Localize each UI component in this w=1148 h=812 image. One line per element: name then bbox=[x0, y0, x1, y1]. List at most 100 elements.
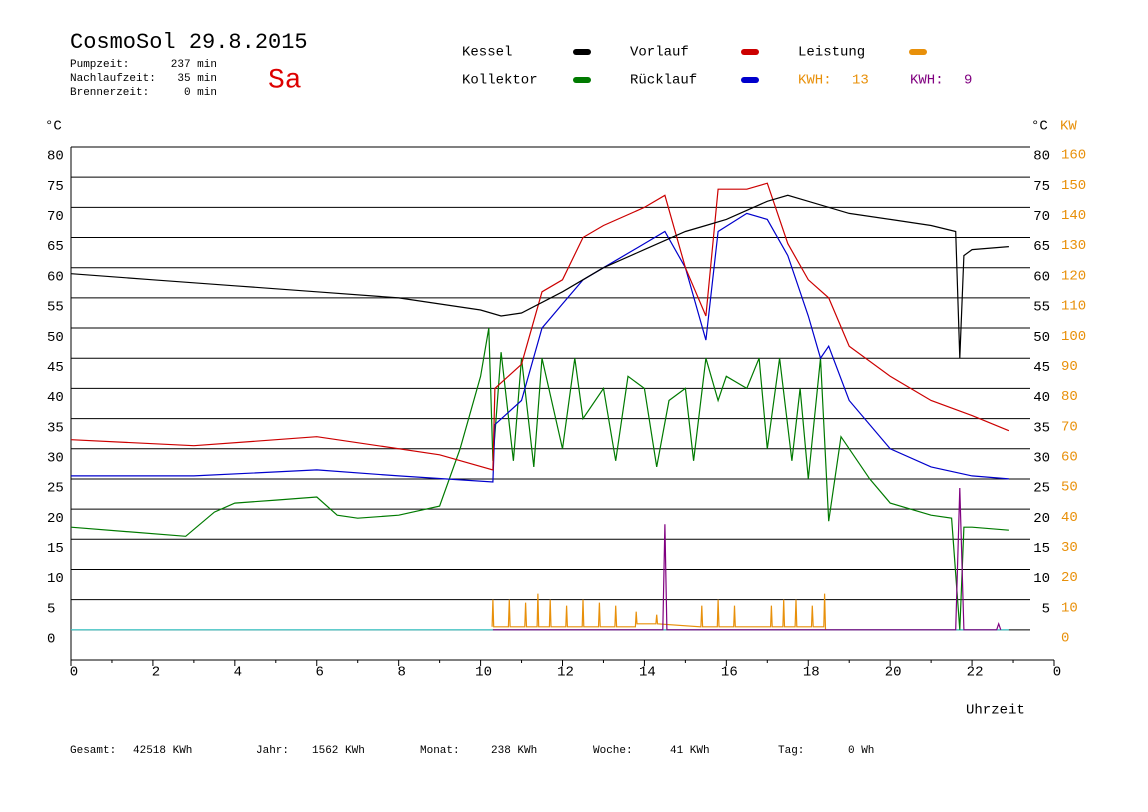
y-right-tick-label: 40 bbox=[1033, 390, 1050, 406]
y2-tick-label: 130 bbox=[1061, 238, 1086, 254]
y-tick-label: 20 bbox=[47, 511, 64, 527]
y-right-tick-label: 50 bbox=[1033, 330, 1050, 346]
y2-tick-label: 90 bbox=[1061, 359, 1078, 375]
y-right-tick-label: 75 bbox=[1033, 179, 1050, 195]
y2-tick-label: 70 bbox=[1061, 419, 1078, 435]
legend-label: Kollektor bbox=[462, 73, 538, 89]
y2-tick-label: 110 bbox=[1061, 299, 1086, 315]
x-tick-label: 18 bbox=[803, 665, 820, 681]
y-tick-label: 65 bbox=[47, 239, 64, 255]
y-right-tick-label: 10 bbox=[1033, 571, 1050, 587]
y2-tick-label: 150 bbox=[1061, 178, 1086, 194]
y-right-tick-label: 60 bbox=[1033, 269, 1050, 285]
x-tick-label: 0 bbox=[1053, 665, 1061, 681]
y-tick-label: 50 bbox=[47, 330, 64, 346]
x-tick-label: 20 bbox=[885, 665, 902, 681]
y2-tick-label: 20 bbox=[1061, 570, 1078, 586]
y-right-tick-label: 5 bbox=[1042, 601, 1050, 617]
series-line bbox=[491, 593, 827, 630]
footer-label: Jahr: bbox=[256, 745, 289, 757]
legend-label: Vorlauf bbox=[630, 45, 689, 61]
y-right-tick-label: 35 bbox=[1033, 420, 1050, 436]
y2-tick-label: 10 bbox=[1061, 600, 1078, 616]
y2-tick-label: 30 bbox=[1061, 540, 1078, 556]
x-tick-label: 8 bbox=[397, 665, 405, 681]
y-tick-label: 55 bbox=[47, 300, 64, 316]
series-line bbox=[70, 327, 1009, 630]
y-tick-label: 80 bbox=[47, 149, 64, 165]
x-tick-label: 14 bbox=[639, 665, 656, 681]
x-tick-label: 2 bbox=[152, 665, 160, 681]
series-line bbox=[70, 182, 1010, 471]
x-tick-label: 22 bbox=[967, 665, 984, 681]
x-tick-label: 0 bbox=[70, 665, 78, 681]
stat-value: 0 min bbox=[184, 87, 217, 99]
footer-value: 0 Wh bbox=[848, 745, 874, 757]
y-right-tick-label: 25 bbox=[1033, 481, 1050, 497]
kwh-value: 9 bbox=[964, 73, 972, 89]
y-right-tick-label: 55 bbox=[1033, 300, 1050, 316]
y-tick-label: 30 bbox=[47, 450, 64, 466]
y2-tick-label: 40 bbox=[1061, 510, 1078, 526]
stat-label: Nachlaufzeit: bbox=[70, 73, 156, 85]
legend-label: Rücklauf bbox=[630, 73, 697, 89]
series-line bbox=[492, 487, 1002, 631]
footer-label: Tag: bbox=[778, 745, 804, 757]
chart-title: CosmoSol 29.8.2015 bbox=[70, 30, 308, 55]
stat-value: 35 min bbox=[177, 73, 217, 85]
stat-label: Brennerzeit: bbox=[70, 87, 149, 99]
y-tick-label: 45 bbox=[47, 360, 64, 376]
series-line bbox=[70, 194, 1009, 359]
y-right-unit: °C bbox=[1031, 119, 1048, 135]
y-tick-label: 40 bbox=[47, 390, 64, 406]
y2-tick-label: 140 bbox=[1061, 208, 1086, 224]
stat-label: Pumpzeit: bbox=[70, 59, 129, 71]
y-tick-label: 15 bbox=[47, 541, 64, 557]
kwh-label: KWH: bbox=[910, 73, 944, 89]
legend-label: Leistung bbox=[798, 45, 865, 61]
x-tick-label: 6 bbox=[316, 665, 324, 681]
y-axis-unit: °C bbox=[45, 119, 62, 135]
y-tick-label: 60 bbox=[47, 269, 64, 285]
footer-value: 41 KWh bbox=[670, 745, 710, 757]
y-tick-label: 5 bbox=[47, 601, 55, 617]
y-right-tick-label: 15 bbox=[1033, 541, 1050, 557]
footer-value: 42518 KWh bbox=[133, 745, 192, 757]
kwh-value: 13 bbox=[852, 73, 869, 89]
y2-tick-label: 120 bbox=[1061, 268, 1086, 284]
y-right-tick-label: 65 bbox=[1033, 239, 1050, 255]
x-axis-label: Uhrzeit bbox=[966, 703, 1025, 719]
footer-value: 1562 KWh bbox=[312, 745, 365, 757]
series-line bbox=[71, 212, 1009, 483]
y-tick-label: 25 bbox=[47, 481, 64, 497]
weekday: Sa bbox=[268, 65, 302, 96]
x-tick-label: 10 bbox=[475, 665, 492, 681]
y2-tick-label: 60 bbox=[1061, 449, 1078, 465]
footer-value: 238 KWh bbox=[491, 745, 537, 757]
y-tick-label: 10 bbox=[47, 571, 64, 587]
y-tick-label: 0 bbox=[47, 632, 55, 648]
y-right-tick-label: 20 bbox=[1033, 511, 1050, 527]
y-tick-label: 75 bbox=[47, 179, 64, 195]
y2-tick-label: 80 bbox=[1061, 389, 1078, 405]
y-tick-label: 35 bbox=[47, 420, 64, 436]
kwh-label: KWH: bbox=[798, 73, 832, 89]
x-tick-label: 12 bbox=[557, 665, 574, 681]
stat-value: 237 min bbox=[171, 59, 217, 71]
y2-tick-label: 100 bbox=[1061, 329, 1086, 345]
x-tick-label: 4 bbox=[234, 665, 242, 681]
x-tick-label: 16 bbox=[721, 665, 738, 681]
y-right-tick-label: 45 bbox=[1033, 360, 1050, 376]
y2-tick-label: 0 bbox=[1061, 631, 1069, 647]
footer-label: Monat: bbox=[420, 745, 460, 757]
footer-label: Woche: bbox=[593, 745, 633, 757]
y2-tick-label: 50 bbox=[1061, 480, 1078, 496]
footer-label: Gesamt: bbox=[70, 745, 116, 757]
y2-axis-unit: KW bbox=[1060, 119, 1077, 135]
y-tick-label: 70 bbox=[47, 209, 64, 225]
legend-label: Kessel bbox=[462, 45, 512, 61]
y-right-tick-label: 80 bbox=[1033, 149, 1050, 165]
y2-tick-label: 160 bbox=[1061, 148, 1086, 164]
